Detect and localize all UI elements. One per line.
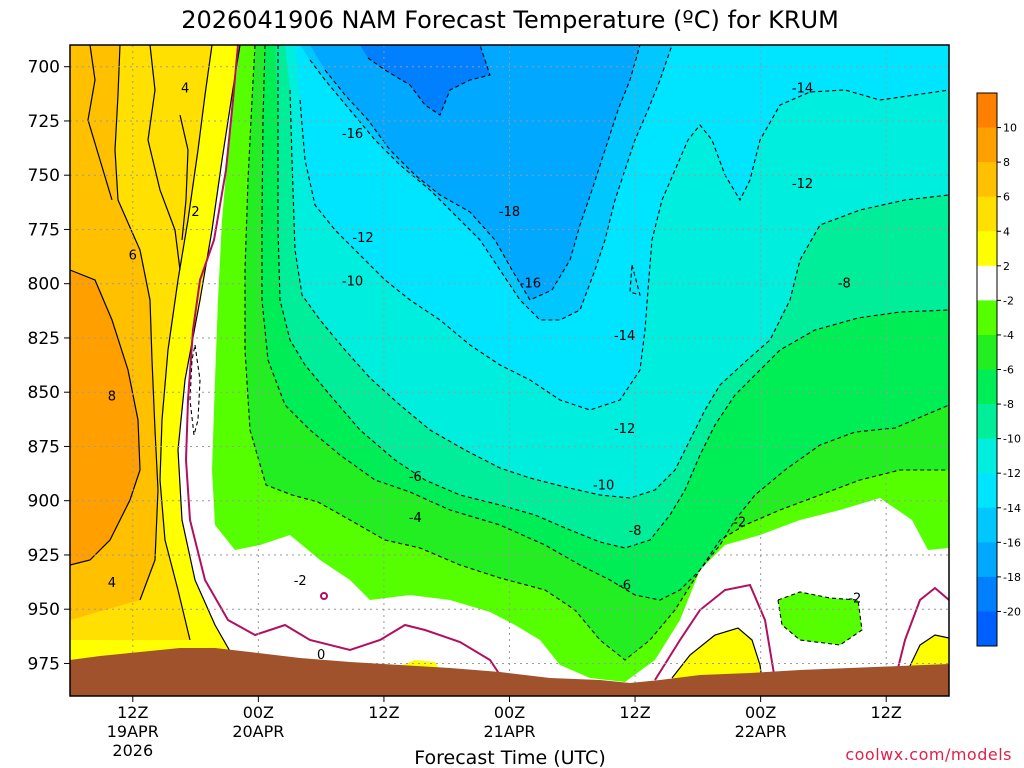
grid-lines <box>70 45 949 696</box>
y-tick-label: 700 <box>28 58 60 78</box>
colorbar: 10 8 6 4 2 -2 -4 -6 -8 -10 -12 -14 -16 -18 -20 <box>976 92 1021 647</box>
colorbar-label: -4 <box>1003 329 1014 342</box>
colorbar-label: -2 <box>1003 294 1014 307</box>
contour-labels: 4 2 6 8 4 -2 0 -16 -12 -10 -6 -4 -18 -16 -14 -12 -10 -8 -6… <box>108 81 862 662</box>
colorbar-label: -6 <box>1003 364 1014 377</box>
colorbar-swatch <box>977 438 997 474</box>
colorbar-label: 2 <box>1003 260 1010 273</box>
y-tick-label: 775 <box>28 220 60 240</box>
colorbar-swatch <box>977 162 997 198</box>
colorbar-swatch <box>977 507 997 543</box>
y-tick-label: 875 <box>28 437 60 457</box>
colorbar-swatch <box>977 196 997 232</box>
colorbar-label: -8 <box>1003 398 1014 411</box>
x-tick-date: 22APR <box>735 722 787 741</box>
contour-label: 4 <box>108 576 116 591</box>
x-tick-year: 2026 <box>112 741 153 760</box>
contour-label: -14 <box>614 329 635 344</box>
y-tick-label: 825 <box>28 329 60 349</box>
contour-label: 2 <box>191 205 199 220</box>
terrain <box>70 648 949 696</box>
contour-label: -2 <box>733 515 746 530</box>
y-tick-label: 800 <box>28 275 60 295</box>
colorbar-label: 4 <box>1003 225 1010 238</box>
colorbar-label: -16 <box>1003 536 1021 549</box>
fill-m16-m18 <box>310 45 640 300</box>
contour-label: 0 <box>317 648 325 663</box>
x-tick-label: 12Z <box>368 703 399 722</box>
colorbar-label: 6 <box>1003 191 1010 204</box>
colorbar-swatch <box>977 611 997 647</box>
fill-8-10 <box>70 270 140 565</box>
contour-label: -12 <box>614 422 635 437</box>
colorbar-swatch <box>977 127 997 163</box>
contour-label: 8 <box>108 390 116 405</box>
x-axis-label: Forecast Time (UTC) <box>414 747 605 768</box>
contour-label: -4 <box>409 511 422 526</box>
contour-label: -2 <box>848 591 861 606</box>
contour-label: -8 <box>838 277 851 292</box>
chart-title: 2026041906 NAM Forecast Temperature (ºC)… <box>181 6 839 34</box>
contour-label: -6 <box>618 578 631 593</box>
contour-label: -14 <box>792 81 813 96</box>
colorbar-label: -20 <box>1003 605 1021 618</box>
contour-label: -6 <box>409 470 422 485</box>
fill-m2-island <box>778 592 862 645</box>
x-tick-label: 12Z <box>871 703 902 722</box>
colorbar-swatch <box>977 265 997 301</box>
y-tick-label: 950 <box>28 600 60 620</box>
credit-text: coolwx.com/models <box>845 745 1012 764</box>
contour-label: -10 <box>342 275 363 290</box>
y-tick-label: 850 <box>28 383 60 403</box>
colorbar-swatch <box>977 369 997 405</box>
x-tick-date: 20APR <box>232 722 284 741</box>
y-tick-label: 975 <box>28 654 60 674</box>
x-tick-label: 00Z <box>745 703 776 722</box>
y-tick-label: 900 <box>28 492 60 512</box>
colorbar-label: 8 <box>1003 156 1010 169</box>
x-tick-label: 00Z <box>494 703 525 722</box>
y-tick-label: 750 <box>28 166 60 186</box>
colorbar-swatch <box>977 404 997 440</box>
y-tick-label: 925 <box>28 546 60 566</box>
colorbar-swatch <box>977 231 997 267</box>
colorbar-swatch <box>977 473 997 509</box>
contour-label: 6 <box>129 248 137 263</box>
contour-label: -2 <box>294 574 307 589</box>
contour-label: -10 <box>593 479 614 494</box>
fill-m18-m20 <box>360 45 490 115</box>
contour-label: -12 <box>792 177 813 192</box>
fill-warm-pocket-2 <box>908 635 949 670</box>
y-tick-label: 725 <box>28 112 60 132</box>
colorbar-label: -18 <box>1003 571 1021 584</box>
fill-warm-pocket-1 <box>672 628 762 680</box>
contour-label: -8 <box>629 524 642 539</box>
colorbar-swatch <box>977 576 997 612</box>
filled-contours <box>70 45 949 696</box>
colorbar-label: -14 <box>1003 502 1021 515</box>
x-tick-label: 12Z <box>619 703 650 722</box>
x-tick-date: 19APR <box>107 722 159 741</box>
colorbar-label: 10 <box>1003 122 1017 135</box>
contour-label: -18 <box>499 205 520 220</box>
x-tick-label: 00Z <box>243 703 274 722</box>
contour-label: -16 <box>520 277 541 292</box>
colorbar-swatch <box>977 334 997 370</box>
colorbar-label: -12 <box>1003 467 1021 480</box>
x-tick-label: 12Z <box>117 703 148 722</box>
colorbar-swatch <box>977 300 997 336</box>
colorbar-swatch <box>977 542 997 578</box>
colorbar-label: -10 <box>1003 433 1021 446</box>
contour-label: -12 <box>352 231 373 246</box>
contour-label: 4 <box>181 81 189 96</box>
x-tick-date: 21APR <box>483 722 535 741</box>
colorbar-swatch <box>977 93 997 129</box>
y-axis: 700 725 750 775 800 825 850 875 900 925 950 975 <box>28 58 70 674</box>
contour-label: -16 <box>342 127 363 142</box>
